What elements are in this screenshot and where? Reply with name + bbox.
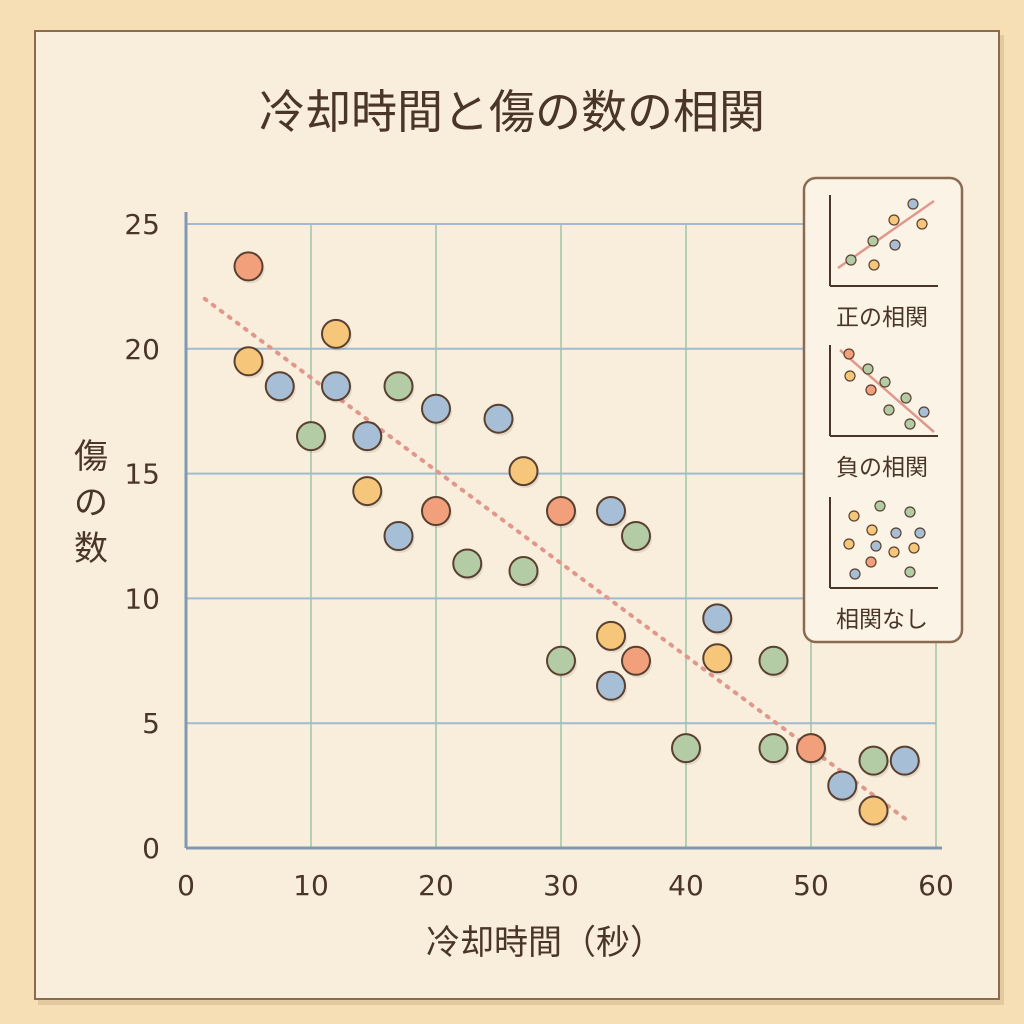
legend-mini-point (900, 392, 912, 404)
data-point (889, 745, 920, 776)
x-tick-label: 20 (418, 869, 454, 902)
data-point (352, 421, 383, 452)
legend-mini-point (843, 348, 855, 360)
data-point (671, 733, 701, 764)
legend-label: 相関なし (836, 607, 928, 633)
data-point (702, 603, 733, 634)
legend-mini-point (848, 510, 860, 522)
trendline (202, 296, 913, 826)
legend-mini-point (888, 214, 900, 226)
legend-mini-point (879, 376, 891, 388)
legend-box (802, 176, 964, 644)
data-point (858, 795, 889, 826)
legend-mini-point (914, 527, 926, 539)
legend-mini-point (904, 566, 916, 578)
legend-label: 正の相関 (836, 305, 928, 331)
legend-mini-point (904, 506, 916, 518)
data-point (421, 393, 451, 424)
y-tick-label: 0 (142, 832, 160, 865)
x-axis-label: 冷却時間（秒） (426, 923, 664, 963)
data-point (233, 346, 264, 377)
data-point (621, 645, 651, 676)
x-tick-label: 40 (668, 869, 704, 902)
x-tick-label: 10 (293, 869, 329, 902)
y-tick-label: 15 (124, 458, 160, 491)
data-point (321, 318, 351, 349)
legend-mini-point (866, 524, 878, 536)
x-tick-label: 0 (177, 869, 195, 902)
data-point (596, 620, 626, 651)
legend-mini-point (870, 540, 882, 552)
legend-mini-trend (839, 349, 935, 433)
legend-mini-point (843, 538, 855, 550)
data-point (758, 733, 789, 764)
legend-mini-point (845, 254, 857, 266)
data-point (233, 251, 264, 282)
legend-mini-point (889, 239, 901, 251)
legend-mini-point (916, 218, 928, 230)
data-point (296, 421, 326, 452)
y-tick-label: 10 (124, 582, 160, 615)
legend-mini-point (874, 500, 886, 512)
data-points (233, 251, 921, 828)
legend-mini-point (862, 363, 874, 375)
data-point (546, 496, 576, 527)
legend-mini-point (849, 568, 861, 580)
y-tick-label: 5 (142, 707, 160, 740)
legend-mini-point (908, 542, 920, 554)
legend-mini-point (883, 404, 895, 416)
trend-line (202, 296, 913, 826)
x-tick-label: 50 (793, 869, 829, 902)
y-tick-label: 20 (124, 333, 160, 366)
legend-mini-point (890, 527, 902, 539)
legend-mini-point (868, 259, 880, 271)
x-tick-label: 30 (543, 869, 579, 902)
legend-mini-point (888, 546, 900, 558)
axes: 0 10 20 30 40 50 60 0 5 10 15 20 25 (124, 208, 953, 902)
data-point (702, 643, 733, 674)
data-point (827, 770, 858, 801)
data-point (483, 403, 514, 434)
data-point (858, 745, 889, 776)
data-point (796, 733, 826, 764)
data-point (758, 645, 789, 676)
legend-mini-point (867, 235, 879, 247)
legend-mini-point (865, 556, 877, 568)
y-tick-label: 25 (124, 208, 160, 241)
data-point (383, 371, 414, 402)
data-point (421, 496, 451, 527)
data-point (596, 670, 626, 701)
data-point (352, 476, 383, 507)
chart-title: 冷却時間と傷の数の相関 (259, 85, 765, 139)
y-axis-label: 傷の数 (74, 437, 108, 569)
data-point (546, 645, 576, 676)
legend-mini-point (844, 370, 856, 382)
legend-mini-point (907, 198, 919, 210)
data-point (508, 456, 539, 487)
data-point (621, 521, 651, 551)
legend-mini-point (904, 418, 916, 430)
data-point (596, 496, 626, 527)
legend-mini-point (918, 406, 930, 418)
x-tick-label: 60 (918, 869, 954, 902)
data-point (383, 521, 414, 551)
data-point (452, 548, 483, 579)
legend-mini-point (865, 384, 877, 396)
legend-label: 負の相関 (836, 455, 928, 481)
data-point (321, 371, 351, 402)
data-point (264, 371, 295, 402)
data-point (508, 555, 539, 586)
